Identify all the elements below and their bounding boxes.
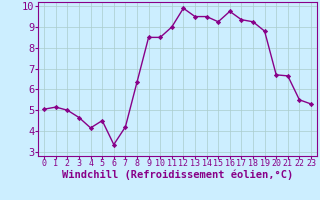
X-axis label: Windchill (Refroidissement éolien,°C): Windchill (Refroidissement éolien,°C): [62, 170, 293, 180]
